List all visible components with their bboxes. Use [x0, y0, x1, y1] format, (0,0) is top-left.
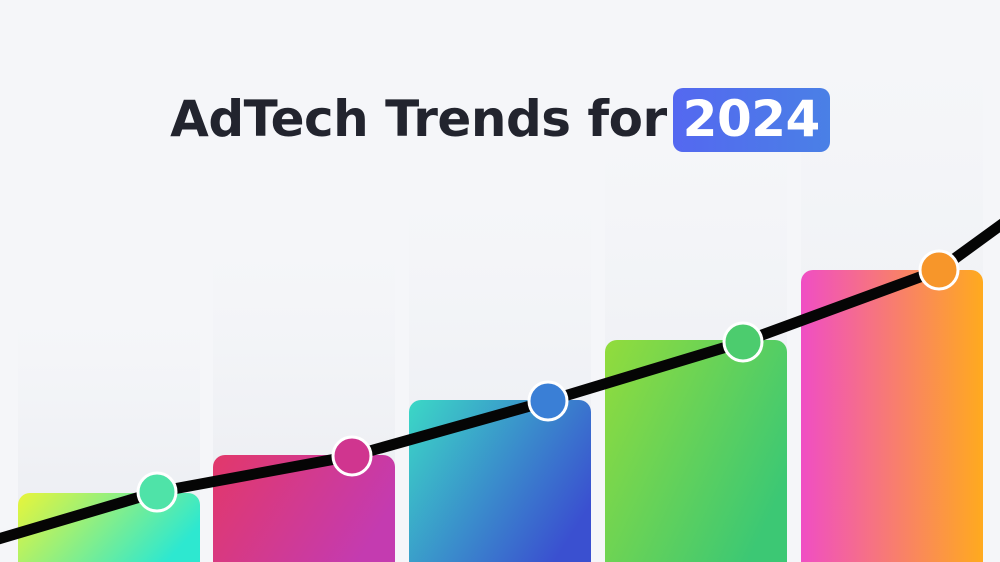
point	[527, 380, 569, 422]
bar	[409, 400, 591, 562]
point	[722, 321, 764, 363]
point	[918, 249, 960, 291]
title-text: AdTech Trends for	[170, 90, 667, 148]
bar	[801, 270, 983, 562]
title-highlight: 2024	[672, 88, 830, 152]
point	[331, 435, 373, 477]
title: AdTech Trends for 2024	[0, 88, 1000, 152]
bars	[18, 270, 983, 562]
bar	[213, 455, 395, 562]
points	[136, 249, 960, 513]
point	[136, 471, 178, 513]
bar	[605, 340, 787, 562]
